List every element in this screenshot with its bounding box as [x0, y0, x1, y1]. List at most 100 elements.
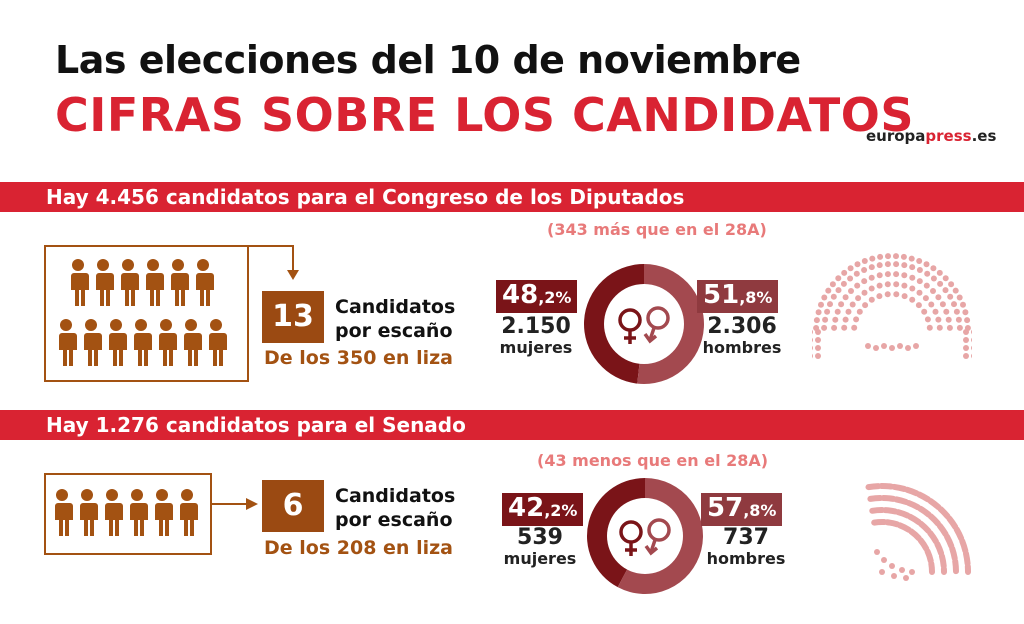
senado-people-icons: [54, 489, 198, 536]
seat-dot: [928, 301, 935, 308]
senado-women-count: 539 mujeres: [500, 526, 580, 568]
seat-dot: [822, 316, 829, 323]
seat-dot: [832, 316, 839, 323]
person-icon: [58, 333, 77, 366]
senado-banner: Hay 1.276 candidatos para el Senado: [0, 410, 1024, 440]
senado-per-seat-label-2: por escaño: [335, 509, 453, 531]
seat-arc: [865, 483, 971, 575]
seat-dot: [930, 265, 937, 272]
congreso-women-pct-dec: ,2%: [538, 288, 572, 307]
seat-dot: [935, 316, 942, 323]
seat-dot: [889, 345, 895, 351]
seat-dot: [881, 557, 887, 563]
seat-dot: [815, 337, 821, 343]
logo-text-2: press: [925, 127, 972, 145]
seat-dot: [827, 301, 833, 308]
seat-dot: [835, 287, 842, 294]
seat-dot: [945, 316, 952, 323]
europapress-logo[interactable]: europapress.es: [866, 127, 996, 145]
seat-dot: [861, 289, 868, 296]
person-head: [97, 259, 109, 271]
seat-dot: [915, 302, 922, 309]
person-head: [135, 319, 147, 331]
seat-dot: [923, 261, 930, 268]
senado-arrow-icon: [212, 498, 258, 510]
congreso-men-pct-int: 51: [703, 280, 740, 310]
seat-dot: [948, 281, 955, 288]
person-head: [181, 489, 193, 501]
senado-seats-text: De los 208 en liza: [264, 537, 453, 559]
seat-dot: [909, 296, 916, 303]
congreso-people-box: [44, 245, 249, 382]
seat-dot: [873, 345, 879, 351]
seat-dot: [876, 272, 883, 279]
seat-dot: [821, 294, 828, 301]
congreso-per-seat-label: Candidatos por escaño: [335, 295, 455, 343]
seat-dot: [831, 324, 838, 331]
seat-dot: [936, 324, 943, 331]
seat-dot: [901, 282, 908, 289]
person-icon: [83, 333, 102, 366]
seat-dot: [947, 293, 954, 300]
female-symbol-icon: [619, 520, 643, 556]
seat-arc: [869, 507, 947, 575]
seat-dot: [884, 261, 891, 268]
congreso-banner: Hay 4.456 candidatos para el Congreso de…: [0, 182, 1024, 212]
congreso-women-number: 2.150: [501, 314, 571, 339]
seat-dot: [848, 288, 854, 294]
seat-dot: [971, 353, 972, 359]
senado-men-count: 737 hombres: [701, 526, 791, 568]
seat-dot: [812, 337, 813, 343]
seat-dot: [815, 345, 821, 351]
person-icon: [54, 503, 73, 536]
senado-men-pct: 57,8%: [701, 493, 783, 526]
male-symbol-icon: [644, 518, 671, 556]
seat-dot: [939, 301, 946, 308]
seat-dot: [946, 324, 953, 331]
seat-dot: [812, 329, 813, 335]
seat-dot: [877, 253, 884, 260]
seat-dot: [962, 309, 969, 316]
page-title: Las elecciones del 10 de noviembre: [55, 38, 801, 82]
person-icon: [195, 273, 214, 306]
seat-dot: [842, 316, 849, 323]
congreso-men-count: 2.306 hombres: [697, 315, 787, 357]
seat-dot: [847, 265, 854, 272]
congreso-men-label: hombres: [702, 338, 782, 357]
senado-per-seat-label-1: Candidatos: [335, 485, 456, 507]
seat-dot: [926, 324, 933, 331]
logo-text-1: europa: [866, 127, 926, 145]
senado-women-pct-dec: ,2%: [544, 501, 578, 520]
seat-dot: [936, 269, 943, 276]
seat-dot: [869, 255, 876, 262]
page-subtitle: CIFRAS SOBRE LOS CANDIDATOS: [55, 88, 915, 142]
congreso-people-icons: [58, 259, 227, 366]
seat-dot: [854, 282, 861, 289]
male-symbol-icon: [643, 306, 670, 344]
seat-dot: [893, 281, 900, 288]
seat-dot: [851, 324, 858, 331]
person-icon: [108, 333, 127, 366]
seat-dot: [899, 567, 905, 573]
seat-dot: [868, 285, 875, 292]
congreso-per-seat-label-1: Candidatos: [335, 296, 456, 318]
congreso-women-pct: 48,2%: [496, 280, 578, 313]
seat-dot: [924, 316, 931, 323]
seat-dot: [854, 261, 861, 268]
person-head: [85, 319, 97, 331]
congreso-seats-text: De los 350 en liza: [264, 347, 453, 369]
seat-dot: [916, 267, 923, 273]
seat-dot: [893, 291, 900, 298]
person-icon: [104, 503, 123, 536]
seat-dot: [862, 302, 869, 309]
seat-dot: [824, 308, 831, 315]
seat-dot: [879, 569, 885, 575]
congreso-women-count: 2.150 mujeres: [496, 315, 576, 357]
congreso-arrow-icon: [247, 245, 299, 280]
seat-dot: [845, 308, 852, 315]
person-head: [110, 319, 122, 331]
seat-dot: [893, 261, 900, 268]
person-head: [197, 259, 209, 271]
seat-dot: [930, 275, 937, 282]
person-icon: [145, 273, 164, 306]
